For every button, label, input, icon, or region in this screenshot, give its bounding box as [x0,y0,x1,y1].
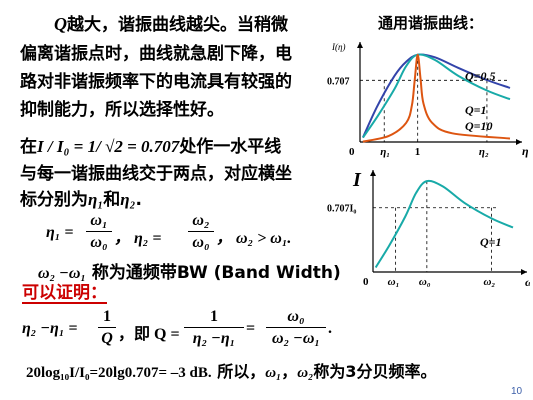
one-numerator: 1 [98,306,116,328]
q-fraction-1: 1 η₂ −η₁ [184,306,244,350]
bandwidth-line: ω₂ −ω₁ 称为通频带BW (Band Width) [38,258,341,283]
eta1-denominator: ω₀ [90,234,108,251]
omega2-symbol: ω₂ [297,365,314,381]
q-fraction-2-denominator: ω₂ −ω₁ [272,330,320,347]
eta2-denominator: ω₀ [192,234,210,251]
legend-q-10: Q=10 [465,119,493,133]
bandwidth-formula: ω₂ −ω₁ [38,265,86,282]
eta1-fraction: ω₁ ω₀ [86,211,112,254]
paragraph-2-line-3: 标分别为η₁和η₂. [20,185,142,210]
omega-resonance-chart: I 0.707I₀ 0 ω₁ ω₀ ω₂ ω Q=1 [327,169,530,289]
three-db-text: 称为3分贝频率。 [313,362,437,381]
paragraph-2-period: . [135,190,142,210]
curve-q-1 [374,179,514,269]
x-tick-omega0: ω₀ [419,276,431,288]
paragraph-1-line-1-text: 越大，谐振曲线越尖。当稍微 [67,15,288,35]
provable-heading: 可以证明： [22,283,107,304]
eta2-fraction: ω₂ ω₀ [188,211,214,254]
q-fraction-2: ω₀ ω₂ −ω₁ [266,306,326,350]
eta2-symbol: η₂ [120,190,136,209]
chart-1-title: 通用谐振曲线： [378,14,484,32]
eta2-lhs: ， η₂ = [114,230,162,247]
legend-q-0-5: Q=0.5 [465,69,496,83]
y-axis-label: I [352,169,362,191]
legend-q-1: Q=1 [480,235,502,249]
paragraph-1-line-3: 路对非谐振频率下的电流具有较强的 [20,72,292,92]
eta1-numerator: ω₁ [86,211,112,232]
x-tick-origin: 0 [349,146,355,158]
x-tick-omega1: ω₁ [388,276,400,288]
x-axis-arrow [521,269,527,275]
q-formula-equals: = [246,320,256,337]
x-axis-label: ω [525,275,530,289]
y-tick-0707: 0.707 [327,76,350,87]
page-number: 10 [511,386,523,397]
x-tick-eta1: η₁ [380,146,390,158]
omega1-symbol: ω₁ [265,365,282,381]
paragraph-2-suffix: 处作一水平线 [179,137,282,157]
paragraph-1-line-4: 抑制能力，所以选择性好。 [20,100,224,120]
eta1-symbol: η₁ [88,190,104,209]
paragraph-2-line-3-prefix: 标分别为 [20,190,88,210]
x-tick-eta2: η₂ [479,146,489,158]
and-word: 和 [103,190,121,210]
x-tick-omega2: ω₂ [483,276,495,288]
q-fraction-1-denominator: η₂ −η₁ [192,330,236,347]
q-formula: η₂ −η₁ = 1 Q ，即 Q = 1 η₂ −η₁ = ω₀ ω₂ −ω₁… [22,306,342,354]
decibel-formula: 20log₁₀I/I₀=20lg0.707= –3 dB. [26,365,212,381]
x-axis-arrow [516,139,522,145]
eta1-lhs: η₁ = [46,224,74,241]
paragraph-2-line-2: 与每一谐振曲线交于两点，对应横坐 [20,164,292,184]
so-word: 所以， [211,362,266,381]
paragraph-2-line-1: 在I / I₀ = 1/ √2 = 0.707处作一水平线 [20,132,281,157]
y-tick-0707: 0.707I₀ [327,204,356,215]
q-denominator: Q [101,330,113,347]
q-symbol: Q [54,14,67,34]
q-fraction-1-numerator: 1 [184,306,244,328]
q-formula-lhs: η₂ −η₁ = [22,320,78,337]
comma: ， [281,362,298,381]
paragraph-1-line-2: 偏离谐振点时，曲线就急剧下降，电 [20,44,292,64]
paragraph-1-line-1: Q越大，谐振曲线越尖。当稍微 [54,10,288,35]
one-over-q-fraction: 1 Q [98,306,116,350]
legend-q-1: Q=1 [465,103,487,117]
curve-q-10 [362,53,511,143]
x-axis-label: η [522,144,529,158]
omega-condition: ， ω₂ > ω₁. [216,230,292,247]
decibel-line: 20log₁₀I/I₀=20lg0.707= –3 dB. 所以，ω₁，ω₂称为… [26,358,437,382]
y-axis-label: I(η) [331,42,345,52]
eta2-numerator: ω₂ [188,211,214,232]
x-tick-origin: 0 [363,276,369,288]
q-fraction-2-numerator: ω₀ [266,306,326,328]
paragraph-2-prefix: 在 [20,137,37,157]
y-axis-arrow [357,42,363,48]
bandwidth-description: 称为通频带BW (Band Width) [86,263,341,283]
q-formula-middle: ，即 Q = [118,326,180,343]
x-tick-one: 1 [415,146,421,158]
universal-resonance-chart: I(η) 0.707 0 η₁ 1 η₂ η Q=0.5 Q=1 Q=10 [327,42,529,158]
y-axis-arrow [370,170,376,176]
q-formula-end: . [328,320,332,337]
half-power-formula: I / I₀ = 1/ √2 = 0.707 [37,137,180,156]
